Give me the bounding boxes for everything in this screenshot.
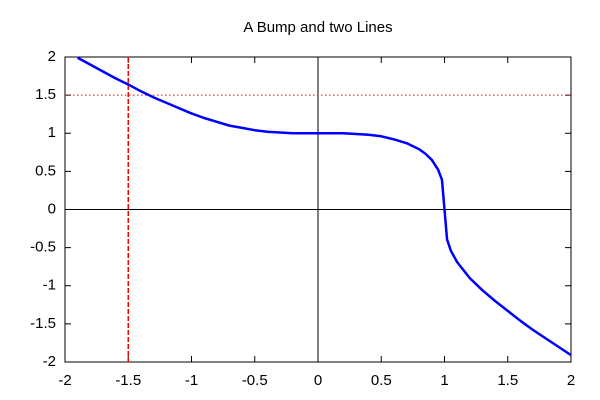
- data-line: [77, 56, 572, 357]
- y-tick-label: 2: [48, 48, 56, 65]
- x-tick-label: 1.5: [497, 372, 518, 389]
- y-tick-label: -1.5: [30, 315, 56, 332]
- x-tick-label: -2: [58, 372, 71, 389]
- x-tick-label: 0.5: [371, 372, 392, 389]
- y-tick-label: 1: [48, 124, 56, 141]
- x-tick-label: 0: [314, 372, 322, 389]
- x-tick-label: 1: [440, 372, 448, 389]
- x-tick-label: 2: [567, 372, 575, 389]
- y-tick-label: 0: [48, 200, 56, 217]
- x-tick-label: -0.5: [242, 372, 268, 389]
- y-tick-label: -0.5: [30, 239, 56, 256]
- x-tick-label: -1: [185, 372, 198, 389]
- y-tick-label: 1.5: [35, 86, 56, 103]
- y-tick-label: -2: [43, 353, 56, 370]
- chart-title: A Bump and two Lines: [243, 19, 392, 36]
- y-tick-label: -1: [43, 277, 56, 294]
- x-tick-label: -1.5: [115, 372, 141, 389]
- y-tick-label: 0.5: [35, 162, 56, 179]
